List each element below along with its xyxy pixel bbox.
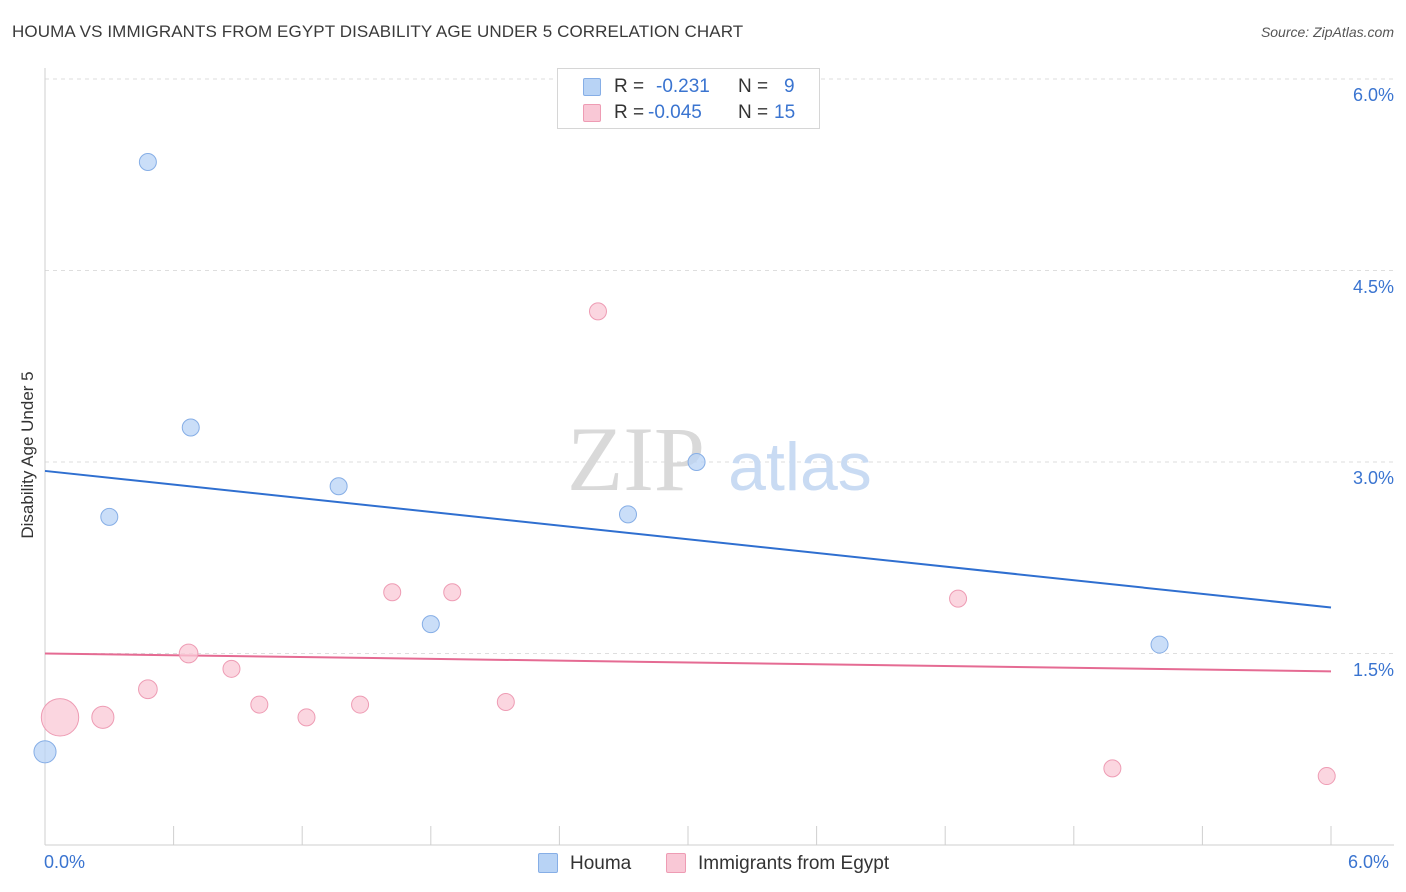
houma-point bbox=[687, 453, 706, 471]
egypt-r-label: R = bbox=[614, 102, 645, 123]
watermark: ZIP atlas bbox=[567, 408, 872, 510]
y-tick-label: 1.5% bbox=[1352, 659, 1394, 680]
axes bbox=[44, 68, 1394, 846]
egypt-point bbox=[1103, 759, 1122, 778]
y-axis-title: Disability Age Under 5 bbox=[18, 371, 37, 539]
houma-point bbox=[421, 615, 440, 634]
legend-row-houma: R = -0.231 N = 9 bbox=[558, 75, 819, 99]
egypt-point bbox=[1317, 767, 1336, 786]
series-legend: Houma Immigrants from Egypt bbox=[0, 850, 1406, 880]
houma-point bbox=[181, 418, 200, 437]
y-tick-label: 4.5% bbox=[1352, 276, 1394, 297]
egypt-point bbox=[383, 583, 402, 602]
houma-point bbox=[138, 152, 157, 171]
trend-lines bbox=[44, 469, 1332, 673]
watermark-zip: ZIP bbox=[567, 408, 705, 510]
houma-n-value: 9 bbox=[784, 76, 795, 97]
egypt-point bbox=[222, 659, 241, 678]
houma-r-value: -0.231 bbox=[656, 76, 710, 97]
houma-point bbox=[100, 507, 119, 526]
houma-n-label: N = bbox=[738, 76, 769, 97]
egypt-swatch bbox=[583, 104, 601, 122]
x-tick-label-min: 0.0% bbox=[44, 852, 86, 872]
egypt-trend-line bbox=[44, 652, 1332, 673]
x-tick-label-max: 6.0% bbox=[1348, 852, 1390, 872]
grid-lines bbox=[45, 78, 1394, 654]
houma-point bbox=[618, 505, 637, 524]
data-points bbox=[33, 152, 1336, 786]
egypt-point bbox=[496, 693, 515, 712]
egypt-legend-label: Immigrants from Egypt bbox=[698, 853, 890, 874]
y-tick-label: 3.0% bbox=[1352, 468, 1394, 488]
houma-swatch bbox=[583, 78, 601, 96]
houma-point bbox=[329, 477, 348, 496]
correlation-legend: R = -0.231 N = 9 R = -0.045 N = 15 bbox=[557, 68, 820, 129]
houma-point bbox=[1150, 635, 1169, 654]
egypt-n-value: 15 bbox=[774, 102, 796, 123]
chart-title: HOUMA VS IMMIGRANTS FROM EGYPT DISABILIT… bbox=[12, 22, 744, 41]
egypt-point bbox=[40, 698, 80, 737]
egypt-point bbox=[138, 679, 158, 700]
houma-legend-label: Houma bbox=[570, 853, 632, 874]
houma-point bbox=[33, 740, 57, 764]
source-label: Source: ZipAtlas.com bbox=[1260, 24, 1394, 40]
egypt-r-value: -0.045 bbox=[648, 102, 702, 123]
egypt-n-label: N = bbox=[738, 102, 769, 123]
egypt-point bbox=[178, 643, 199, 664]
egypt-point bbox=[91, 705, 115, 729]
egypt-point bbox=[588, 302, 607, 321]
houma-r-label: R = bbox=[614, 76, 645, 97]
houma-legend-swatch bbox=[538, 853, 558, 873]
legend-row-egypt: R = -0.045 N = 15 bbox=[558, 101, 819, 125]
egypt-point bbox=[949, 589, 968, 608]
y-tick-label: 6.0% bbox=[1352, 85, 1394, 105]
watermark-atlas: atlas bbox=[728, 429, 872, 505]
egypt-point bbox=[443, 583, 462, 602]
egypt-point bbox=[250, 695, 269, 714]
egypt-legend-swatch bbox=[666, 853, 686, 873]
houma-trend-line bbox=[44, 469, 1332, 609]
egypt-point bbox=[351, 695, 370, 714]
egypt-point bbox=[297, 708, 316, 727]
